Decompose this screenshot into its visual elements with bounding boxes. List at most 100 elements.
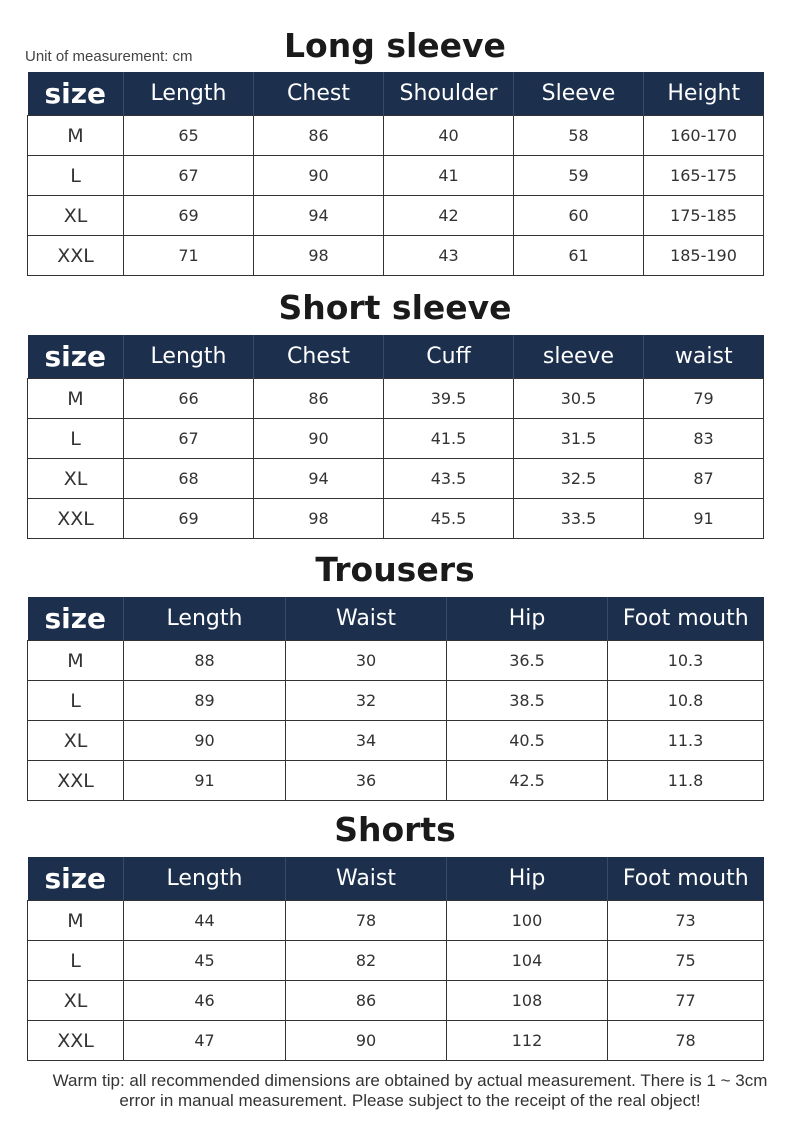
value-cell: 45 [123, 940, 286, 981]
column-header: Length [123, 335, 254, 379]
value-cell: 47 [123, 1020, 286, 1061]
value-cell: 11.3 [607, 720, 764, 761]
table-row: XXL 71 98 43 61 185-190 [27, 235, 764, 276]
value-cell: 32 [285, 680, 447, 721]
value-cell: 60 [513, 195, 644, 236]
table-row: L 89 32 38.5 10.8 [27, 680, 764, 721]
header-row: size Length Chest Shoulder Sleeve Height [27, 72, 764, 116]
table-row: M 44 78 100 73 [27, 900, 764, 941]
value-cell: 94 [253, 458, 384, 499]
value-cell: 42.5 [446, 760, 608, 801]
value-cell: 100 [446, 900, 608, 941]
value-cell: 90 [253, 155, 384, 196]
value-cell: 32.5 [513, 458, 644, 499]
size-cell: M [27, 900, 124, 941]
table-row: M 88 30 36.5 10.3 [27, 640, 764, 681]
value-cell: 69 [123, 498, 254, 539]
value-cell: 33.5 [513, 498, 644, 539]
value-cell: 78 [285, 900, 447, 941]
column-header: Cuff [383, 335, 514, 379]
column-header: Foot mouth [607, 597, 764, 641]
column-header: Hip [446, 597, 608, 641]
table-row: XXL 69 98 45.5 33.5 91 [27, 498, 764, 539]
value-cell: 104 [446, 940, 608, 981]
value-cell: 41.5 [383, 418, 514, 459]
header-row: size Length Waist Hip Foot mouth [27, 597, 764, 641]
table-row: XL 69 94 42 60 175-185 [27, 195, 764, 236]
column-header: Chest [253, 72, 384, 116]
value-cell: 90 [285, 1020, 447, 1061]
warm-tip: Warm tip: all recommended dimensions are… [52, 1071, 768, 1110]
value-cell: 41 [383, 155, 514, 196]
value-cell: 39.5 [383, 378, 514, 419]
size-cell: XL [27, 195, 124, 236]
value-cell: 88 [123, 640, 286, 681]
table-row: L 45 82 104 75 [27, 940, 764, 981]
value-cell: 66 [123, 378, 254, 419]
value-cell: 78 [607, 1020, 764, 1061]
value-cell: 71 [123, 235, 254, 276]
column-header: Waist [285, 857, 447, 901]
value-cell: 68 [123, 458, 254, 499]
size-cell: XL [27, 720, 124, 761]
value-cell: 77 [607, 980, 764, 1021]
value-cell: 73 [607, 900, 764, 941]
value-cell: 40 [383, 115, 514, 156]
value-cell: 59 [513, 155, 644, 196]
size-cell: L [27, 940, 124, 981]
size-cell: XXL [27, 235, 124, 276]
column-header: Hip [446, 857, 608, 901]
column-header: size [27, 335, 124, 379]
value-cell: 44 [123, 900, 286, 941]
value-cell: 46 [123, 980, 286, 1021]
value-cell: 112 [446, 1020, 608, 1061]
value-cell: 40.5 [446, 720, 608, 761]
value-cell: 10.8 [607, 680, 764, 721]
long-sleeve-title: Long sleeve [284, 26, 506, 65]
value-cell: 89 [123, 680, 286, 721]
trousers-title: Trousers [315, 550, 475, 589]
column-header: waist [643, 335, 764, 379]
table-row: XXL 47 90 112 78 [27, 1020, 764, 1061]
value-cell: 42 [383, 195, 514, 236]
trousers-size-table: size Length Waist Hip Foot mouth M 88 30 36.5 10.… [27, 597, 764, 801]
value-cell: 45.5 [383, 498, 514, 539]
value-cell: 86 [253, 115, 384, 156]
value-cell: 36.5 [446, 640, 608, 681]
column-header: Length [123, 857, 286, 901]
table-row: M 65 86 40 58 160-170 [27, 115, 764, 156]
value-cell: 94 [253, 195, 384, 236]
value-cell: 58 [513, 115, 644, 156]
column-header: Height [643, 72, 764, 116]
column-header: size [27, 597, 124, 641]
value-cell: 86 [285, 980, 447, 1021]
value-cell: 98 [253, 498, 384, 539]
value-cell: 165-175 [643, 155, 764, 196]
table-row: XL 90 34 40.5 11.3 [27, 720, 764, 761]
short-sleeve-size-table: size Length Chest Cuff sleeve waist M 66 86 39.5 3… [27, 335, 764, 539]
column-header: size [27, 857, 124, 901]
table-row: XXL 91 36 42.5 11.8 [27, 760, 764, 801]
size-cell: M [27, 378, 124, 419]
value-cell: 43.5 [383, 458, 514, 499]
column-header: Length [123, 72, 254, 116]
column-header: Foot mouth [607, 857, 764, 901]
column-header: size [27, 72, 124, 116]
value-cell: 90 [253, 418, 384, 459]
unit-label: Unit of measurement: cm [25, 48, 193, 65]
value-cell: 82 [285, 940, 447, 981]
value-cell: 83 [643, 418, 764, 459]
table-row: M 66 86 39.5 30.5 79 [27, 378, 764, 419]
value-cell: 175-185 [643, 195, 764, 236]
size-cell: M [27, 115, 124, 156]
header-row: size Length Chest Cuff sleeve waist [27, 335, 764, 379]
value-cell: 10.3 [607, 640, 764, 681]
table-row: L 67 90 41 59 165-175 [27, 155, 764, 196]
size-cell: XXL [27, 760, 124, 801]
value-cell: 87 [643, 458, 764, 499]
value-cell: 98 [253, 235, 384, 276]
value-cell: 38.5 [446, 680, 608, 721]
long-sleeve-size-table: size Length Chest Shoulder Sleeve Height M 65 86… [27, 72, 764, 276]
value-cell: 90 [123, 720, 286, 761]
value-cell: 108 [446, 980, 608, 1021]
